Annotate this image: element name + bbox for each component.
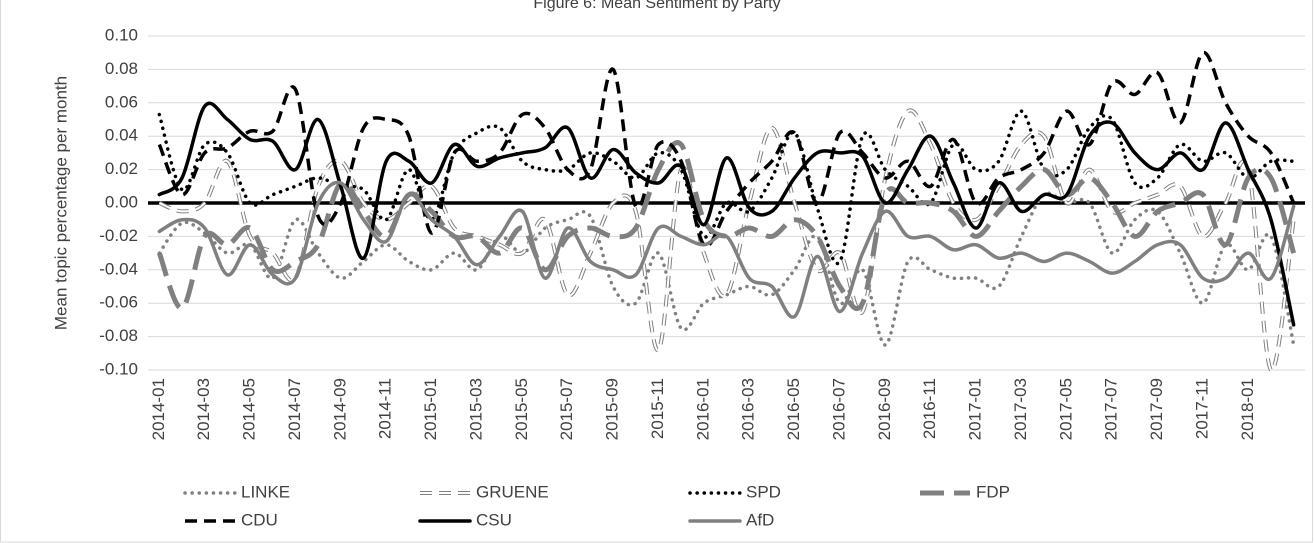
x-tick-label: 2014-11 [376, 378, 395, 439]
series-line [157, 101, 1296, 327]
x-tick-label: 2016-05 [784, 378, 803, 440]
x-tick-label: 2017-03 [1011, 378, 1030, 440]
legend-label: SPD [746, 482, 781, 501]
y-tick-label: 0.10 [105, 25, 138, 44]
y-tick-label: -0.06 [99, 293, 138, 312]
x-tick-label: 2018-01 [1238, 378, 1257, 440]
x-tick-label: 2016-09 [875, 378, 894, 440]
y-tick-label: 0.06 [105, 92, 138, 111]
x-tick-label: 2017-11 [1192, 378, 1211, 439]
y-tick-label: 0.02 [105, 159, 138, 178]
x-tick-label: 2014-09 [330, 378, 349, 440]
x-tick-label: 2014-01 [149, 378, 168, 440]
x-tick-label: 2014-05 [240, 378, 259, 440]
x-tick-label: 2014-07 [285, 378, 304, 440]
x-tick-label: 2015-09 [603, 378, 622, 440]
legend-label: CDU [241, 510, 278, 529]
x-tick-label: 2016-01 [693, 378, 712, 440]
y-tick-label: 0.00 [105, 192, 138, 211]
series-line [157, 109, 1296, 266]
x-tick-label: 2015-01 [421, 378, 440, 440]
legend-label: FDP [976, 482, 1010, 501]
y-tick-label: -0.02 [99, 226, 138, 245]
y-tick-label: -0.10 [99, 359, 138, 378]
y-tick-label: 0.08 [105, 59, 138, 78]
x-tick-label: 2015-05 [512, 378, 531, 440]
legend-label: CSU [476, 510, 512, 529]
x-tick-label: 2014-03 [194, 378, 213, 440]
x-tick-label: 2015-07 [557, 378, 576, 440]
series-line [157, 180, 1296, 319]
y-tick-label: 0.04 [105, 126, 138, 145]
x-tick-label: 2015-03 [466, 378, 485, 440]
x-tick-label: 2016-03 [739, 378, 758, 440]
legend-label: GRUENE [476, 482, 549, 501]
y-tick-label: -0.08 [99, 326, 138, 345]
x-tick-label: 2016-07 [829, 378, 848, 440]
chart-title: Figure 6: Mean Sentiment by Party [533, 0, 780, 12]
y-axis-title: Mean topic percentage per month [51, 76, 70, 330]
x-tick-label: 2017-05 [1056, 378, 1075, 440]
y-tick-label: -0.04 [99, 259, 138, 278]
series-line [157, 191, 1296, 347]
x-tick-label: 2017-01 [966, 378, 985, 440]
legend-label: AfD [746, 510, 774, 529]
x-tick-label: 2016-11 [920, 378, 939, 439]
x-tick-label: 2017-09 [1147, 378, 1166, 440]
x-tick-label: 2015-11 [648, 378, 667, 439]
x-tick-label: 2017-07 [1102, 378, 1121, 440]
legend-label: LINKE [241, 482, 290, 501]
